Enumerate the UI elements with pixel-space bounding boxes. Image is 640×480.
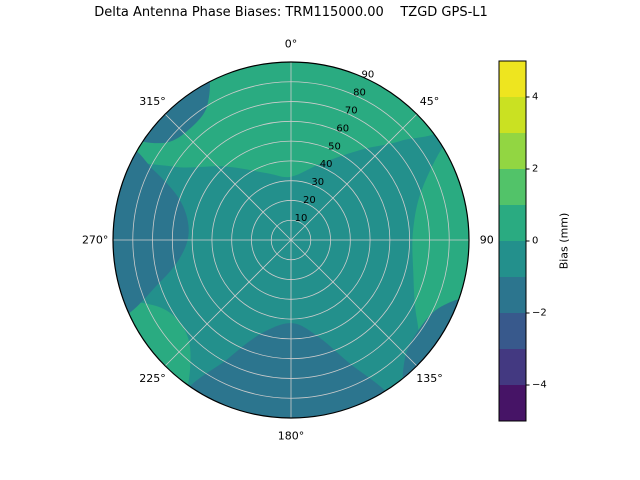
colorbar-band: [499, 205, 526, 241]
r-tick-label: 90: [362, 70, 375, 81]
colorbar-band: [499, 313, 526, 349]
grid-spoke: [164, 239, 292, 367]
colorbar-tick-label: 2: [532, 164, 538, 175]
theta-tick-label: 270°: [82, 234, 109, 247]
colorbar-band: [499, 97, 526, 133]
theta-tick-label: 45°: [420, 95, 440, 108]
polar-grid: [113, 62, 469, 418]
theta-tick-label: 315°: [139, 95, 166, 108]
grid-spoke: [290, 239, 418, 367]
contour-region: [185, 323, 391, 418]
colorbar: −4 −2 0 2 4 Bias (mm): [498, 60, 571, 422]
theta-tick-label: 135°: [416, 372, 443, 385]
colorbar-band: [499, 169, 526, 205]
colorbar-band: [499, 241, 526, 277]
r-tick-labels: 10 20 30 40 50 60 70 80 90: [295, 70, 375, 224]
r-tick-label: 60: [336, 123, 349, 134]
polar-outline: [112, 61, 470, 419]
theta-tick-label: 225°: [139, 372, 166, 385]
colorbar-axis-label: Bias (mm): [558, 213, 571, 270]
colorbar-band: [499, 349, 526, 385]
colorbar-band: [499, 385, 526, 421]
r-tick-label: 70: [345, 105, 358, 116]
colorbar-tick-label: −2: [532, 308, 547, 319]
r-tick-label: 10: [295, 213, 308, 224]
r-tick-label: 50: [328, 141, 341, 152]
grid-spoke: [290, 113, 418, 241]
colorbar-band: [499, 277, 526, 313]
r-tick-label: 20: [303, 195, 316, 206]
colorbar-band: [499, 61, 526, 97]
theta-tick-label: 0°: [285, 38, 298, 51]
r-tick-label: 30: [311, 177, 324, 188]
theta-tick-labels: 0° 45° 90 135° 180° 225° 270° 315°: [82, 38, 494, 443]
theta-tick-label: 180°: [278, 429, 305, 442]
theta-tick-label: 90: [480, 234, 494, 247]
chart-title: Delta Antenna Phase Biases: TRM115000.00…: [94, 5, 488, 20]
r-tick-label: 40: [320, 159, 333, 170]
grid-spoke: [164, 113, 292, 241]
colorbar-tick-label: −4: [532, 380, 547, 391]
colorbar-tick-label: 0: [532, 236, 538, 247]
colorbar-tick-label: 4: [532, 92, 538, 103]
r-tick-label: 80: [353, 88, 366, 99]
colorbar-band: [499, 133, 526, 169]
